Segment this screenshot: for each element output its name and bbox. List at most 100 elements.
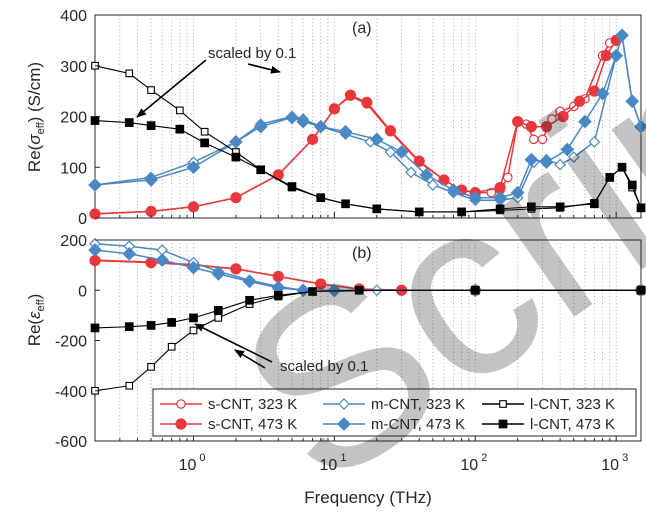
legend-marker (175, 418, 187, 430)
data-point (528, 134, 539, 145)
data-point (634, 119, 646, 134)
data-point (625, 94, 640, 109)
data-point (167, 342, 176, 351)
legend-marker (498, 419, 508, 429)
y-tick-label: -200 (55, 334, 87, 351)
legend-entry: m-CNT, 473 K (323, 416, 465, 433)
legend-label: m-CNT, 473 K (371, 416, 465, 433)
annotation-b: scaled by 0.1 (280, 358, 368, 375)
x-tick-exponent: 0 (199, 452, 205, 464)
data-point (147, 363, 155, 371)
data-point (414, 207, 424, 217)
legend-marker (176, 399, 186, 409)
data-point (554, 158, 566, 171)
panel-a-series (88, 28, 646, 220)
annotation-b-arrow-1 (234, 349, 266, 369)
x-axis-label: Frequency (THz) (304, 488, 432, 507)
legend-label: l-CNT, 473 K (530, 416, 615, 433)
data-point (89, 208, 101, 220)
data-point (413, 155, 425, 167)
data-point (122, 246, 137, 261)
series-l-cnt-473-k (90, 116, 646, 217)
data-point (242, 274, 257, 289)
data-point (470, 285, 480, 295)
data-point (493, 190, 507, 205)
data-point (147, 86, 155, 94)
data-point (146, 321, 156, 330)
data-point (446, 183, 461, 197)
data-point (574, 95, 586, 107)
y-tick-label: 400 (60, 8, 87, 25)
data-point (211, 267, 226, 281)
x-tick-exponent: 1 (340, 452, 346, 464)
data-point (200, 127, 209, 136)
annotation-a: scaled by 0.1 (208, 45, 296, 62)
data-point (146, 121, 156, 130)
y-tick-label: -600 (55, 434, 87, 451)
data-point (405, 166, 417, 179)
data-point (253, 119, 268, 134)
data-point (186, 160, 201, 175)
data-point (313, 119, 328, 134)
x-tick-label: 10 (460, 457, 478, 474)
data-point (537, 134, 548, 145)
data-point (354, 285, 364, 295)
data-point (230, 263, 242, 275)
data-point (186, 260, 201, 275)
panel-a-label: (a) (352, 20, 372, 37)
data-point (419, 168, 434, 182)
x-tick-label: 10 (601, 457, 619, 474)
panel-a-ticks: 0 100 200 300 400 (60, 8, 617, 228)
data-point (327, 283, 342, 298)
data-point (167, 318, 177, 327)
data-point (90, 116, 100, 125)
legend-label: s-CNT, 323 K (208, 396, 297, 413)
data-point (125, 381, 134, 390)
data-point (175, 124, 185, 134)
data-point (502, 172, 513, 183)
legend-label: s-CNT, 473 K (208, 416, 297, 433)
data-point (557, 110, 569, 123)
legend-entry: s-CNT, 473 K (160, 416, 297, 433)
data-point (272, 270, 284, 283)
y-tick-label: 200 (60, 233, 87, 250)
data-point (316, 193, 326, 203)
legend-marker (338, 398, 350, 410)
data-point (328, 103, 340, 115)
data-point (512, 115, 524, 128)
data-point (287, 182, 297, 191)
data-point (627, 180, 637, 190)
data-point (273, 290, 283, 300)
data-point (124, 118, 134, 127)
data-point (468, 190, 483, 205)
data-point (341, 199, 350, 209)
series-line (94, 35, 642, 201)
legend-label: l-CNT, 323 K (530, 396, 615, 413)
data-point (285, 110, 299, 125)
data-point (245, 295, 254, 305)
panel-a-ylabel: Re(σeff) (S/cm) (25, 62, 47, 172)
data-point (308, 287, 317, 296)
x-tick-exponent: 2 (481, 452, 487, 464)
data-point (189, 326, 198, 335)
data-point (394, 145, 409, 159)
legend-marker (337, 417, 351, 431)
legend-entry: m-CNT, 323 K (323, 396, 465, 413)
data-point (567, 151, 580, 163)
data-point (539, 155, 554, 170)
data-point (187, 201, 200, 213)
data-point (124, 322, 134, 332)
panel-b-series (88, 237, 646, 395)
data-point (88, 178, 102, 192)
legend-entry: l-CNT, 473 K (482, 416, 615, 433)
data-point (344, 89, 357, 101)
annotation-b-arrow-2 (194, 323, 273, 363)
legend-box (152, 388, 637, 437)
data-point (524, 152, 539, 167)
data-point (214, 314, 223, 322)
data-point (125, 69, 134, 78)
data-point (200, 138, 209, 148)
data-point (384, 146, 397, 158)
y-tick-label: 300 (60, 59, 87, 76)
